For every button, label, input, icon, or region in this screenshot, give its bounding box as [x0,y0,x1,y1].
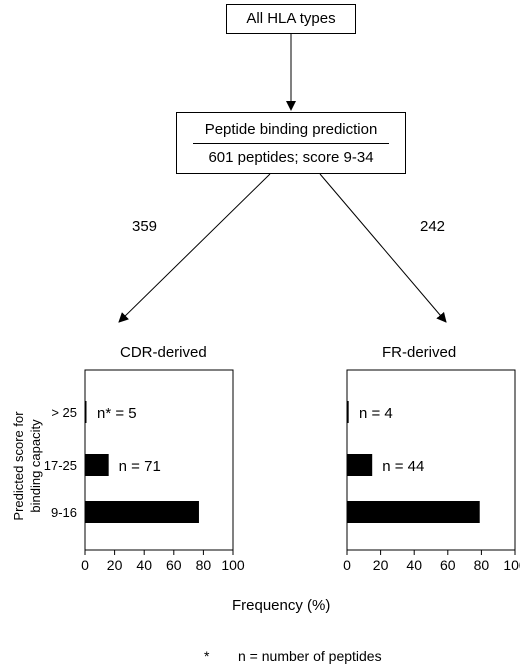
cdr-bar [85,401,87,423]
fr-x-tick-label: 40 [406,557,422,573]
cdr-x-tick-label: 40 [136,557,152,573]
fr-data-label: n = 44 [382,458,424,475]
prediction-box-subtitle: 601 peptides; score 9-34 [208,149,374,166]
fr-chart-title: FR-derived [382,344,457,361]
cdr-x-tick-label: 60 [166,557,182,573]
category-label: 9-16 [51,505,77,520]
fr-bar [347,401,349,423]
cdr-bar [85,454,109,476]
prediction-box-divider [193,143,389,144]
x-axis-label: Frequency (%) [232,597,331,614]
cdr-data-label: n* = 5 [97,405,137,422]
cdr-x-tick-label: 20 [107,557,123,573]
fr-bar [347,501,480,523]
footnote-star: * [204,648,210,664]
right-branch-count: 242 [420,218,446,235]
arrow-to-cdr [118,173,271,323]
cdr-x-tick-label: 0 [81,557,89,573]
all-hla-types-box: All HLA types [226,4,356,34]
fr-data-label: n = 4 [359,405,393,422]
fr-x-tick-label: 20 [373,557,389,573]
prediction-box-title: Peptide binding prediction [204,121,378,138]
fr-bar [347,454,373,476]
arrow-to-fr [319,173,447,323]
category-label: 17-25 [44,458,77,473]
fr-x-tick-label: 60 [440,557,456,573]
all-hla-types-label: All HLA types [246,10,336,27]
left-branch-count: 359 [132,218,158,235]
footnote-text: n = number of peptides [238,648,382,664]
fr-x-tick-label: 80 [474,557,490,573]
cdr-data-label: n = 71 [119,458,161,475]
fr-x-tick-label: 0 [343,557,351,573]
category-label: > 25 [51,405,77,420]
peptide-binding-prediction-box: Peptide binding prediction 601 peptides;… [176,112,406,174]
cdr-chart-title: CDR-derived [120,344,207,361]
cdr-x-tick-label: 100 [221,557,245,573]
cdr-bar [85,501,199,523]
cdr-x-tick-label: 80 [196,557,212,573]
fr-x-tick-label: 100 [503,557,520,573]
bar-charts: 0 20 40 60 80 100 > 25 n* = 5 17-25 n = 71 9-16 0 20… [44,369,520,573]
